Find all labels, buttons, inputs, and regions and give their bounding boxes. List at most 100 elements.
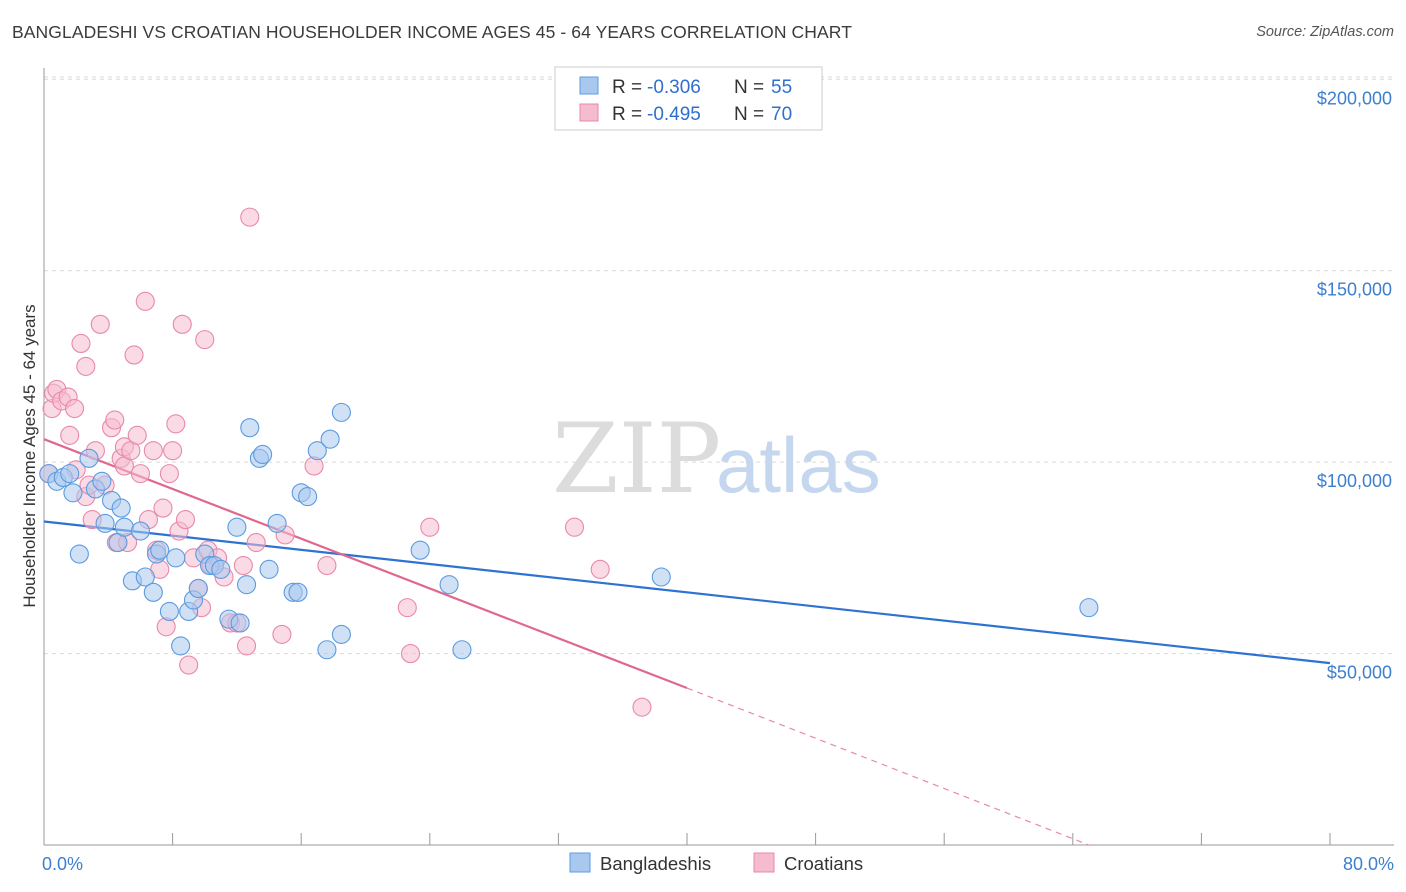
point-croatians (71, 333, 91, 354)
point-bangladeshis (307, 441, 327, 461)
point-bangladeshis (166, 548, 186, 568)
axes (43, 68, 1394, 846)
point-bangladeshis (143, 582, 163, 602)
legend-top: R = -0.306 N = 55 R = -0.495 N = 70 (554, 66, 823, 131)
point-bangladeshis (135, 567, 155, 587)
x-tick-label-min: 0.0% (42, 854, 83, 874)
point-croatians (130, 464, 150, 484)
point-bangladeshis (92, 471, 112, 491)
point-bangladeshis (79, 448, 99, 468)
y-tick-label: $50,000 (1327, 663, 1392, 683)
point-bangladeshis (439, 575, 459, 595)
point-croatians (590, 559, 610, 579)
point-croatians (272, 624, 292, 644)
point-croatians (175, 510, 196, 530)
point-bangladeshis (288, 582, 308, 602)
legend-bottom-label-croatians: Croatians (784, 853, 863, 874)
point-bangladeshis (267, 513, 287, 533)
point-croatians (564, 517, 585, 537)
legend-n-value-1: 55 (771, 77, 792, 98)
y-axis-title: Householder Income Ages 45 - 64 years (20, 304, 39, 607)
point-croatians (153, 498, 173, 518)
chart-source: Source: ZipAtlas.com (1256, 24, 1394, 40)
chart-title: BANGLADESHI VS CROATIAN HOUSEHOLDER INCO… (12, 22, 852, 42)
point-croatians (632, 697, 652, 717)
point-bangladeshis (114, 517, 134, 537)
point-bangladeshis (331, 402, 351, 422)
trend-line-croatians-extension (686, 687, 1090, 846)
legend-r-label-1: R = (612, 77, 642, 98)
legend-r-value-2: -0.495 (647, 104, 701, 125)
watermark: ZIP atlas (552, 403, 881, 515)
point-croatians (163, 441, 183, 461)
point-bangladeshis (298, 487, 318, 507)
point-croatians (233, 555, 253, 576)
x-ticks (172, 833, 1331, 845)
data-points (39, 207, 1099, 717)
point-croatians (135, 291, 155, 311)
y-tick-labels: $50,000 $100,000 $150,000 $200,000 (1317, 88, 1392, 682)
point-bangladeshis (60, 464, 80, 484)
point-bangladeshis (171, 636, 191, 656)
point-bangladeshis (150, 540, 170, 560)
point-croatians (317, 555, 337, 576)
point-bangladeshis (317, 640, 337, 660)
point-croatians (105, 410, 125, 430)
point-bangladeshis (227, 517, 247, 537)
point-croatians (400, 644, 421, 664)
y-tick-label: $150,000 (1317, 280, 1392, 300)
point-croatians (76, 356, 96, 376)
point-bangladeshis (130, 521, 150, 541)
watermark-atlas: atlas (716, 421, 881, 509)
legend-swatch-bangladeshis (579, 76, 599, 95)
point-croatians (246, 532, 266, 553)
point-croatians (179, 655, 199, 675)
trend-line-croatians (43, 438, 688, 690)
point-bangladeshis (211, 559, 231, 579)
point-bangladeshis (188, 578, 208, 599)
legend-n-label-1: N = (734, 77, 764, 98)
point-bangladeshis (651, 567, 671, 587)
legend-bottom-swatch-bangladeshis (569, 852, 591, 873)
point-bangladeshis (259, 559, 279, 579)
point-croatians (143, 441, 163, 461)
point-bangladeshis (236, 575, 257, 595)
point-croatians (420, 517, 440, 537)
point-croatians (172, 314, 192, 334)
legend-bottom-swatch-croatians (753, 852, 775, 873)
point-bangladeshis (452, 640, 472, 660)
point-bangladeshis (253, 444, 273, 465)
y-tick-label: $200,000 (1317, 88, 1392, 108)
point-croatians (159, 464, 179, 484)
point-bangladeshis (331, 624, 351, 644)
point-bangladeshis (63, 483, 83, 503)
point-croatians (64, 398, 85, 419)
point-bangladeshis (240, 418, 260, 438)
point-bangladeshis (69, 544, 89, 564)
point-croatians (397, 598, 417, 618)
legend-swatch-croatians (579, 103, 599, 122)
legend-bottom-label-bangladeshis: Bangladeshis (600, 853, 711, 874)
point-bangladeshis (95, 513, 115, 533)
point-croatians (60, 425, 80, 445)
point-croatians (124, 345, 144, 365)
point-croatians (240, 207, 260, 227)
trend-line-bangladeshis (43, 520, 1331, 665)
point-croatians (127, 425, 147, 445)
legend-r-label-2: R = (612, 104, 642, 125)
x-tick-label-max: 80.0% (1343, 854, 1394, 874)
point-bangladeshis (320, 429, 340, 449)
legend-bottom: Bangladeshis Croatians (569, 852, 863, 874)
legend-r-value-1: -0.306 (647, 77, 701, 98)
point-croatians (195, 330, 215, 350)
point-bangladeshis (1079, 598, 1099, 618)
point-croatians (90, 314, 110, 334)
point-bangladeshis (111, 498, 131, 518)
watermark-zip: ZIP (552, 403, 721, 515)
point-croatians (166, 414, 186, 434)
point-bangladeshis (159, 601, 179, 622)
point-bangladeshis (230, 613, 250, 633)
y-tick-label: $100,000 (1317, 471, 1392, 491)
point-croatians (236, 636, 257, 656)
